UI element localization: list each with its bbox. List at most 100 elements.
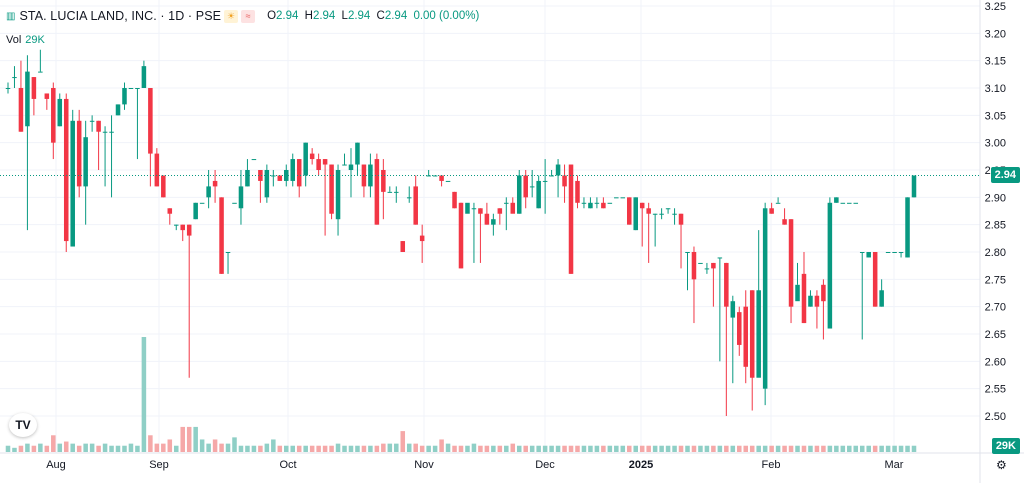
volume-bar	[749, 445, 755, 452]
volume-bar	[212, 439, 218, 452]
candle-body	[769, 208, 774, 214]
candle-body	[161, 175, 166, 198]
volume-bar	[199, 439, 205, 452]
volume-bar	[568, 445, 574, 452]
settings-gear-icon[interactable]: ⚙	[996, 458, 1007, 472]
candle-body	[115, 104, 121, 116]
candle-body	[529, 186, 535, 188]
volume-bar	[135, 445, 140, 452]
candle-body	[193, 202, 198, 220]
candle-body	[413, 186, 418, 225]
volume-bar	[588, 445, 593, 452]
candle-body	[173, 224, 179, 226]
tradingview-logo-icon[interactable]: TV	[9, 413, 37, 437]
volume-bar	[853, 445, 859, 452]
volume-bar	[419, 445, 425, 452]
volume-bar	[387, 443, 393, 452]
close-value: 2.94	[384, 10, 408, 22]
candle-body	[284, 170, 289, 181]
volume-bar	[594, 445, 600, 452]
volume-bar	[575, 445, 580, 452]
volume-bar	[413, 443, 418, 452]
candle-body	[743, 306, 749, 367]
candle-body	[614, 197, 619, 199]
candle-body	[821, 284, 826, 302]
candle-body	[355, 142, 360, 165]
volume-bar	[44, 445, 50, 452]
volume-bar	[25, 443, 30, 452]
candle-body	[497, 208, 503, 214]
candle-body	[840, 202, 846, 204]
candle-body	[762, 208, 768, 389]
volume-bar	[445, 443, 451, 452]
y-tick-label: 2.60	[985, 356, 1006, 368]
volume-bar	[659, 445, 664, 452]
volume-bar	[497, 445, 503, 452]
candle-body	[219, 197, 224, 274]
candle-body	[258, 170, 263, 181]
candle-body	[199, 202, 205, 204]
candle-body	[76, 120, 82, 187]
candle-body	[25, 71, 30, 127]
y-tick-label: 2.90	[985, 192, 1006, 204]
sun-icon[interactable]: ☀	[224, 9, 239, 23]
volume-bar	[633, 445, 638, 452]
candle-body	[141, 66, 147, 88]
volume-bars	[5, 337, 917, 452]
volume-bar	[70, 443, 75, 452]
volume-bar	[821, 445, 826, 452]
volume-bar	[685, 445, 690, 452]
candle-body	[549, 175, 554, 177]
volume-bar	[296, 445, 302, 452]
volume-bar	[148, 435, 153, 452]
volume-bar	[89, 443, 95, 452]
volume-bar	[109, 445, 114, 452]
candle-body	[51, 88, 56, 143]
candle-body	[387, 191, 393, 193]
volume-bar	[478, 445, 483, 452]
wave-icon[interactable]: ≈	[241, 9, 256, 23]
volume-bar	[63, 441, 69, 452]
volume-bar	[38, 443, 43, 452]
y-tick-label: 2.80	[985, 247, 1006, 259]
volume-bar	[782, 445, 787, 452]
candle-body	[89, 120, 95, 122]
volume-bar	[834, 445, 839, 452]
volume-bar	[284, 445, 289, 452]
volume-bar	[769, 445, 774, 452]
volume-bar	[335, 443, 341, 452]
volume-bar	[374, 445, 380, 452]
candle-body	[756, 290, 761, 378]
candle-body	[620, 197, 626, 199]
symbol-title[interactable]: STA. LUCIA LAND, INC. · 1D · PSE	[19, 9, 222, 23]
candle-body	[536, 180, 541, 209]
candle-body	[96, 120, 101, 132]
candle-body	[212, 180, 218, 187]
change-value: 0.00 (0.00%)	[413, 10, 480, 22]
candle-body	[885, 252, 891, 253]
time-axis[interactable]: Aug Sep Oct Nov Dec 2025 Feb Mar	[46, 459, 904, 471]
volume-bar	[18, 445, 24, 452]
volume-bar	[756, 445, 761, 452]
candle-body	[122, 88, 127, 105]
volume-bar	[516, 445, 522, 452]
volume-bar	[529, 445, 535, 452]
y-tick-label: 3.15	[985, 56, 1006, 68]
volume-bar	[724, 445, 729, 452]
candle-body	[400, 241, 406, 252]
volume-bar	[484, 445, 490, 452]
candle-body	[711, 262, 716, 269]
low-value: 2.94	[347, 10, 371, 22]
volume-bar	[258, 445, 263, 452]
candle-body	[44, 93, 50, 99]
y-tick-label: 2.50	[985, 411, 1006, 423]
volume-bar	[115, 445, 121, 452]
volume-label: Vol	[6, 34, 22, 46]
volume-bar	[614, 445, 619, 452]
volume-bar	[394, 443, 399, 452]
candle-body	[639, 202, 645, 209]
volume-bar	[678, 445, 684, 452]
volume-bar	[639, 445, 645, 452]
